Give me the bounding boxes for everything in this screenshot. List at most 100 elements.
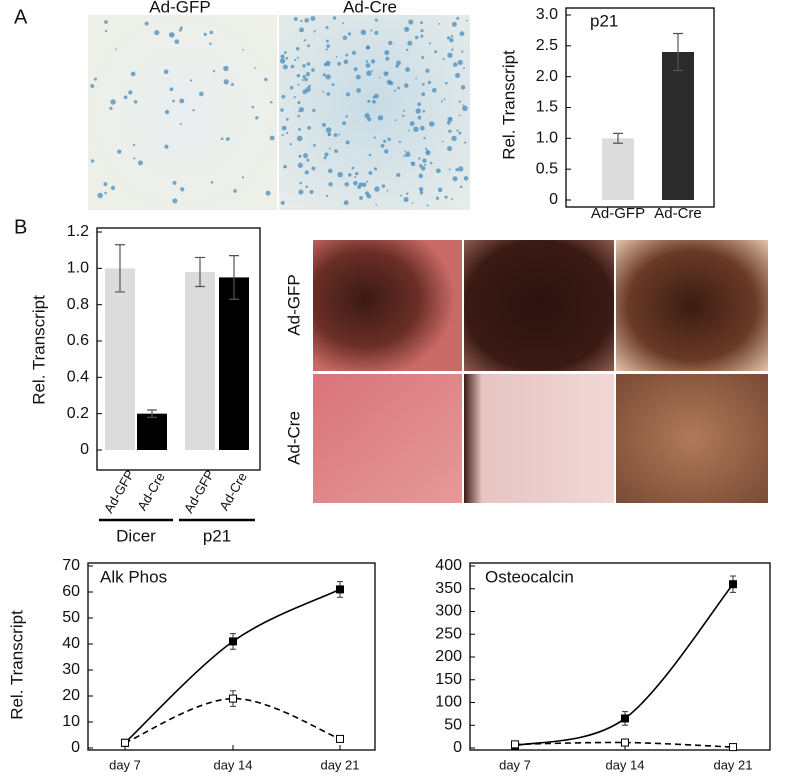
stain-speckle (456, 16, 460, 20)
stain-speckle (285, 56, 289, 60)
stain-speckle (325, 74, 331, 80)
y-tick-label: 0 (71, 739, 80, 756)
stain-speckle (374, 186, 380, 192)
marker (621, 714, 629, 723)
stain-speckle (406, 192, 409, 195)
stain-speckle (298, 154, 302, 158)
stain-speckle (333, 133, 338, 137)
stain-speckle (455, 72, 461, 78)
x-tick-label: Ad-GFP (181, 467, 217, 515)
stain-speckle (306, 158, 310, 162)
x-tick-label: day 21 (713, 757, 752, 772)
stain-speckle (337, 171, 343, 178)
stain-speckle (429, 121, 435, 127)
stain-speckle (461, 50, 464, 53)
stain-speckle (326, 44, 330, 48)
stain-speckle (367, 117, 372, 122)
stain-speckle (163, 69, 169, 75)
y-tick-label: 400 (435, 557, 462, 574)
stain-speckle (383, 139, 387, 143)
stain-speckle (180, 187, 185, 192)
stain-speckle (270, 100, 273, 104)
stain-speckle (103, 182, 108, 187)
stain-speckle (328, 182, 333, 187)
stain-speckle (435, 196, 440, 200)
stain-speckle (381, 184, 386, 188)
stain-speckle (419, 164, 423, 168)
image-column-label: Ad-Cre (343, 0, 397, 16)
stain-speckle (447, 116, 453, 122)
y-tick-label: 0 (453, 739, 462, 756)
y-axis-label: Rel. Transcript (29, 295, 48, 405)
stain-speckle (309, 189, 314, 194)
stain-speckle (128, 90, 133, 95)
stain-speckle (342, 121, 347, 126)
mineral-image (616, 374, 768, 503)
panel-label: A (14, 6, 28, 28)
stain-speckle (311, 68, 315, 72)
stain-speckle (172, 180, 177, 185)
stain-speckle (444, 195, 448, 199)
chart-annotation: Osteocalcin (485, 567, 574, 586)
y-tick-label: 2.5 (536, 37, 558, 54)
stain-speckle (417, 102, 422, 107)
stain-speckle (342, 22, 345, 25)
stain-speckle (429, 161, 433, 165)
y-tick-label: 0.2 (67, 405, 89, 422)
stain-speckle (415, 77, 417, 80)
stain-speckle (293, 17, 298, 21)
stain-speckle (326, 92, 331, 96)
stain-speckle (448, 129, 452, 133)
stain-speckle (421, 55, 425, 59)
mineral-image (464, 374, 614, 503)
y-tick-label: 2.0 (536, 68, 558, 85)
stain-speckle (408, 129, 410, 132)
error-bar (613, 132, 623, 144)
stain-speckle (286, 132, 289, 135)
stain-speckle (298, 189, 304, 195)
stain-speckle (408, 19, 414, 25)
stain-speckle (405, 151, 411, 158)
bar (219, 277, 249, 450)
stain-speckle (323, 63, 327, 67)
x-tick-label: day 14 (213, 757, 252, 772)
stain-speckle (230, 82, 234, 86)
stain-speckle (328, 168, 333, 174)
stain-speckle (328, 147, 331, 150)
stain-speckle (451, 198, 454, 200)
stain-speckle (254, 67, 256, 69)
y-tick-label: 1.2 (67, 223, 89, 240)
stain-speckle (169, 87, 174, 92)
stain-speckle (366, 180, 369, 183)
stain-speckle (411, 202, 414, 204)
stain-speckle (384, 149, 389, 154)
stain-speckle (290, 64, 295, 69)
group-label: Dicer (116, 526, 156, 545)
stain-speckle (304, 170, 309, 175)
stain-speckle (463, 176, 469, 181)
stain-speckle (325, 194, 329, 197)
x-tick-label: day 21 (320, 757, 359, 772)
stain-speckle (334, 149, 338, 154)
image-row-label: Ad-Cre (284, 411, 303, 465)
stain-speckle (368, 171, 373, 175)
stain-speckle (93, 77, 97, 81)
x-tick-label: Ad-Cre (216, 470, 250, 513)
stain-speckle (133, 99, 138, 104)
plot-frame (96, 227, 261, 471)
stain-speckle (337, 62, 341, 66)
stain-speckle (280, 200, 285, 205)
stain-speckle (305, 185, 309, 189)
y-tick-label: 0.6 (67, 332, 89, 349)
stain-speckle (285, 118, 289, 121)
stain-speckle (223, 65, 229, 72)
stain-speckle (306, 62, 311, 66)
marker (729, 743, 737, 752)
stain-speckle (378, 76, 381, 79)
stain-speckle (345, 115, 348, 118)
stain-speckle (417, 115, 422, 120)
y-tick-label: 350 (435, 580, 462, 597)
stain-speckle (297, 114, 301, 118)
stain-speckle (351, 50, 357, 55)
marker (229, 637, 237, 646)
